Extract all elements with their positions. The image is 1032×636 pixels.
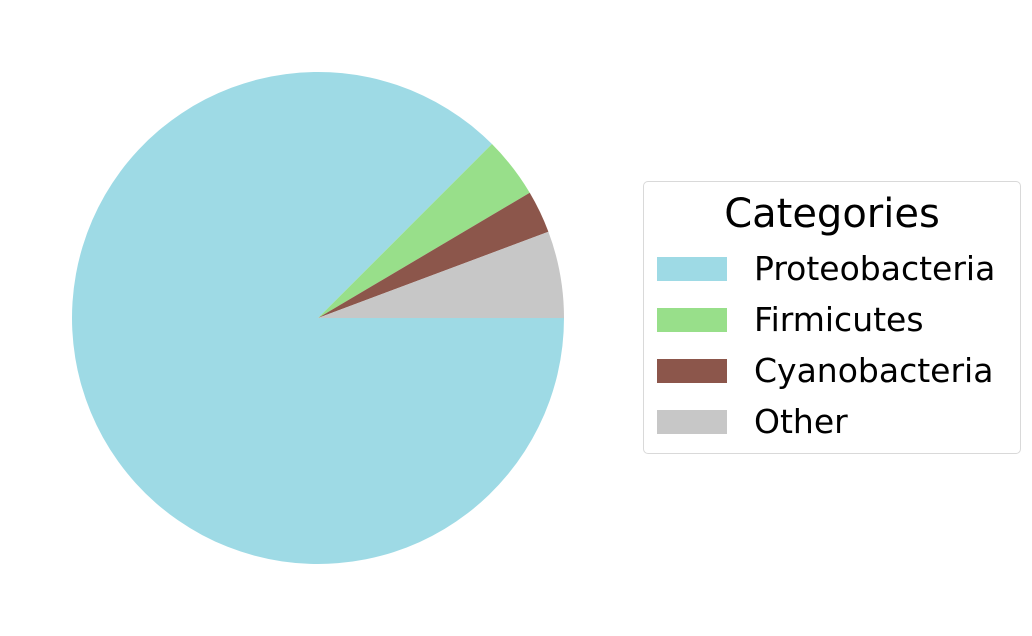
- legend-swatch-proteobacteria: [657, 257, 727, 281]
- legend-swatch-firmicutes: [657, 308, 727, 332]
- legend-swatch-cyanobacteria: [657, 359, 727, 383]
- legend-item-proteobacteria: Proteobacteria: [657, 249, 1017, 289]
- legend: Categories Proteobacteria Firmicutes Cya…: [643, 181, 1021, 454]
- pie-slice-firmicutes: [318, 144, 530, 318]
- pie-slices: [72, 71, 564, 565]
- legend-item-other: Other: [657, 402, 1017, 442]
- legend-swatch-other: [657, 410, 727, 434]
- legend-label-firmicutes: Firmicutes: [754, 300, 924, 339]
- legend-label-other: Other: [754, 402, 848, 441]
- legend-item-firmicutes: Firmicutes: [657, 300, 1017, 340]
- legend-item-cyanobacteria: Cyanobacteria: [657, 351, 1017, 391]
- legend-label-proteobacteria: Proteobacteria: [754, 249, 996, 288]
- pie-slice-cyanobacteria: [318, 192, 549, 318]
- legend-label-cyanobacteria: Cyanobacteria: [754, 351, 994, 390]
- pie-slice-other: [318, 231, 564, 318]
- legend-title: Categories: [724, 191, 940, 237]
